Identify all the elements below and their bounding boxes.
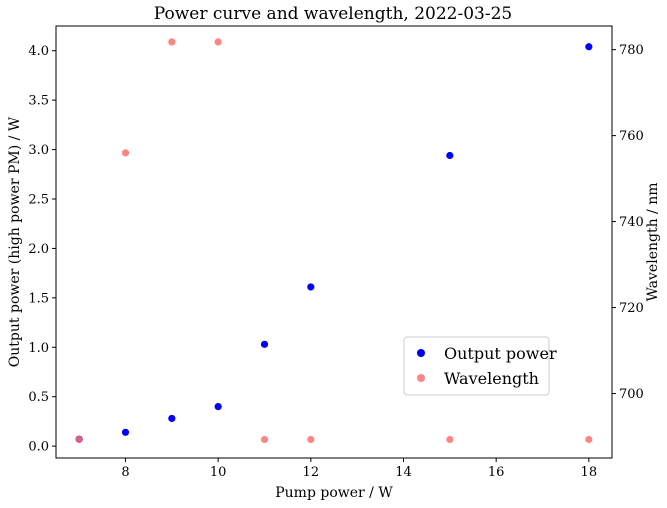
legend: Output power Wavelength [403, 336, 557, 396]
right-y-tick-label: 780 [619, 43, 644, 58]
left-y-tick-label: 1.0 [28, 341, 49, 356]
right-y-tick-label: 740 [619, 215, 644, 230]
wavelength-point [446, 435, 454, 444]
output-power-point [121, 428, 130, 436]
output-power-point [446, 151, 454, 160]
wavelength-point [75, 435, 83, 444]
wavelength-point [214, 38, 222, 46]
output-power-point [168, 414, 176, 423]
wavelength-point [121, 149, 130, 157]
left-y-tick-label: 2.0 [28, 242, 49, 257]
legend-label-output-power: Output power [444, 344, 557, 363]
left-y-tick-label: 3.0 [28, 143, 49, 158]
legend-box [403, 336, 550, 396]
output-power-point [260, 340, 269, 348]
output-power-point [585, 43, 593, 51]
wavelength-point [168, 38, 176, 46]
legend-label-wavelength: Wavelength [444, 369, 539, 388]
output-power-point [214, 402, 222, 411]
plot-frame [55, 25, 613, 459]
left-y-tick-label: 2.5 [28, 192, 49, 207]
left-y-tick-label: 3.5 [28, 94, 49, 109]
x-tick-label: 16 [488, 465, 505, 480]
left-y-tick-label: 0.0 [28, 440, 49, 455]
left-y-axis: 0.0 0.5 1.0 1.5 2.0 2.5 3.0 3.5 4.0 [28, 44, 56, 455]
left-y-tick-label: 0.5 [28, 390, 49, 405]
x-tick-label: 14 [395, 465, 412, 480]
chart-title: Power curve and wavelength, 2022-03-25 [154, 4, 512, 24]
wavelength-point [260, 435, 269, 444]
right-y-axis-label: Wavelength / nm [645, 182, 661, 301]
right-y-tick-label: 720 [619, 301, 644, 316]
x-tick-label: 8 [121, 465, 129, 480]
x-tick-label: 18 [581, 465, 598, 480]
data-points [75, 38, 593, 444]
right-y-tick-label: 700 [619, 387, 644, 402]
output-power-point [307, 283, 315, 291]
left-y-axis-label: Output power (high power PM) / W [7, 116, 23, 367]
x-axis: 8 10 12 14 16 18 [121, 458, 597, 480]
legend-marker-output-power [417, 349, 425, 357]
right-y-axis: 700 720 740 760 780 [612, 43, 644, 402]
x-tick-label: 10 [210, 465, 227, 480]
wavelength-point [585, 435, 593, 444]
wavelength-point [307, 435, 315, 444]
plot-area [55, 25, 613, 459]
right-y-tick-label: 760 [619, 129, 644, 144]
legend-marker-wavelength [417, 374, 425, 382]
left-y-tick-label: 4.0 [28, 44, 49, 59]
x-axis-label: Pump power / W [275, 485, 393, 501]
x-tick-label: 12 [303, 465, 320, 480]
left-y-tick-label: 1.5 [28, 291, 49, 306]
